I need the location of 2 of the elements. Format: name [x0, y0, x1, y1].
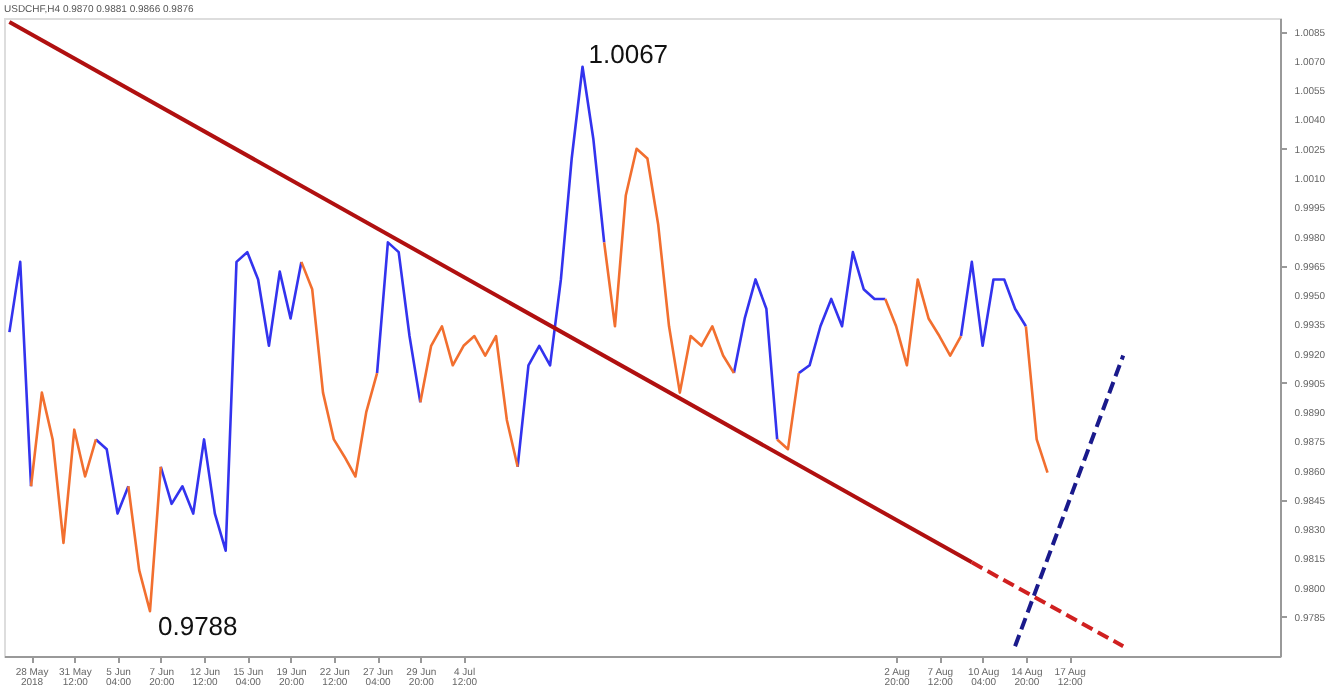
- annotation: 0.9788: [157, 611, 238, 642]
- annotation: 1.0067: [588, 38, 669, 69]
